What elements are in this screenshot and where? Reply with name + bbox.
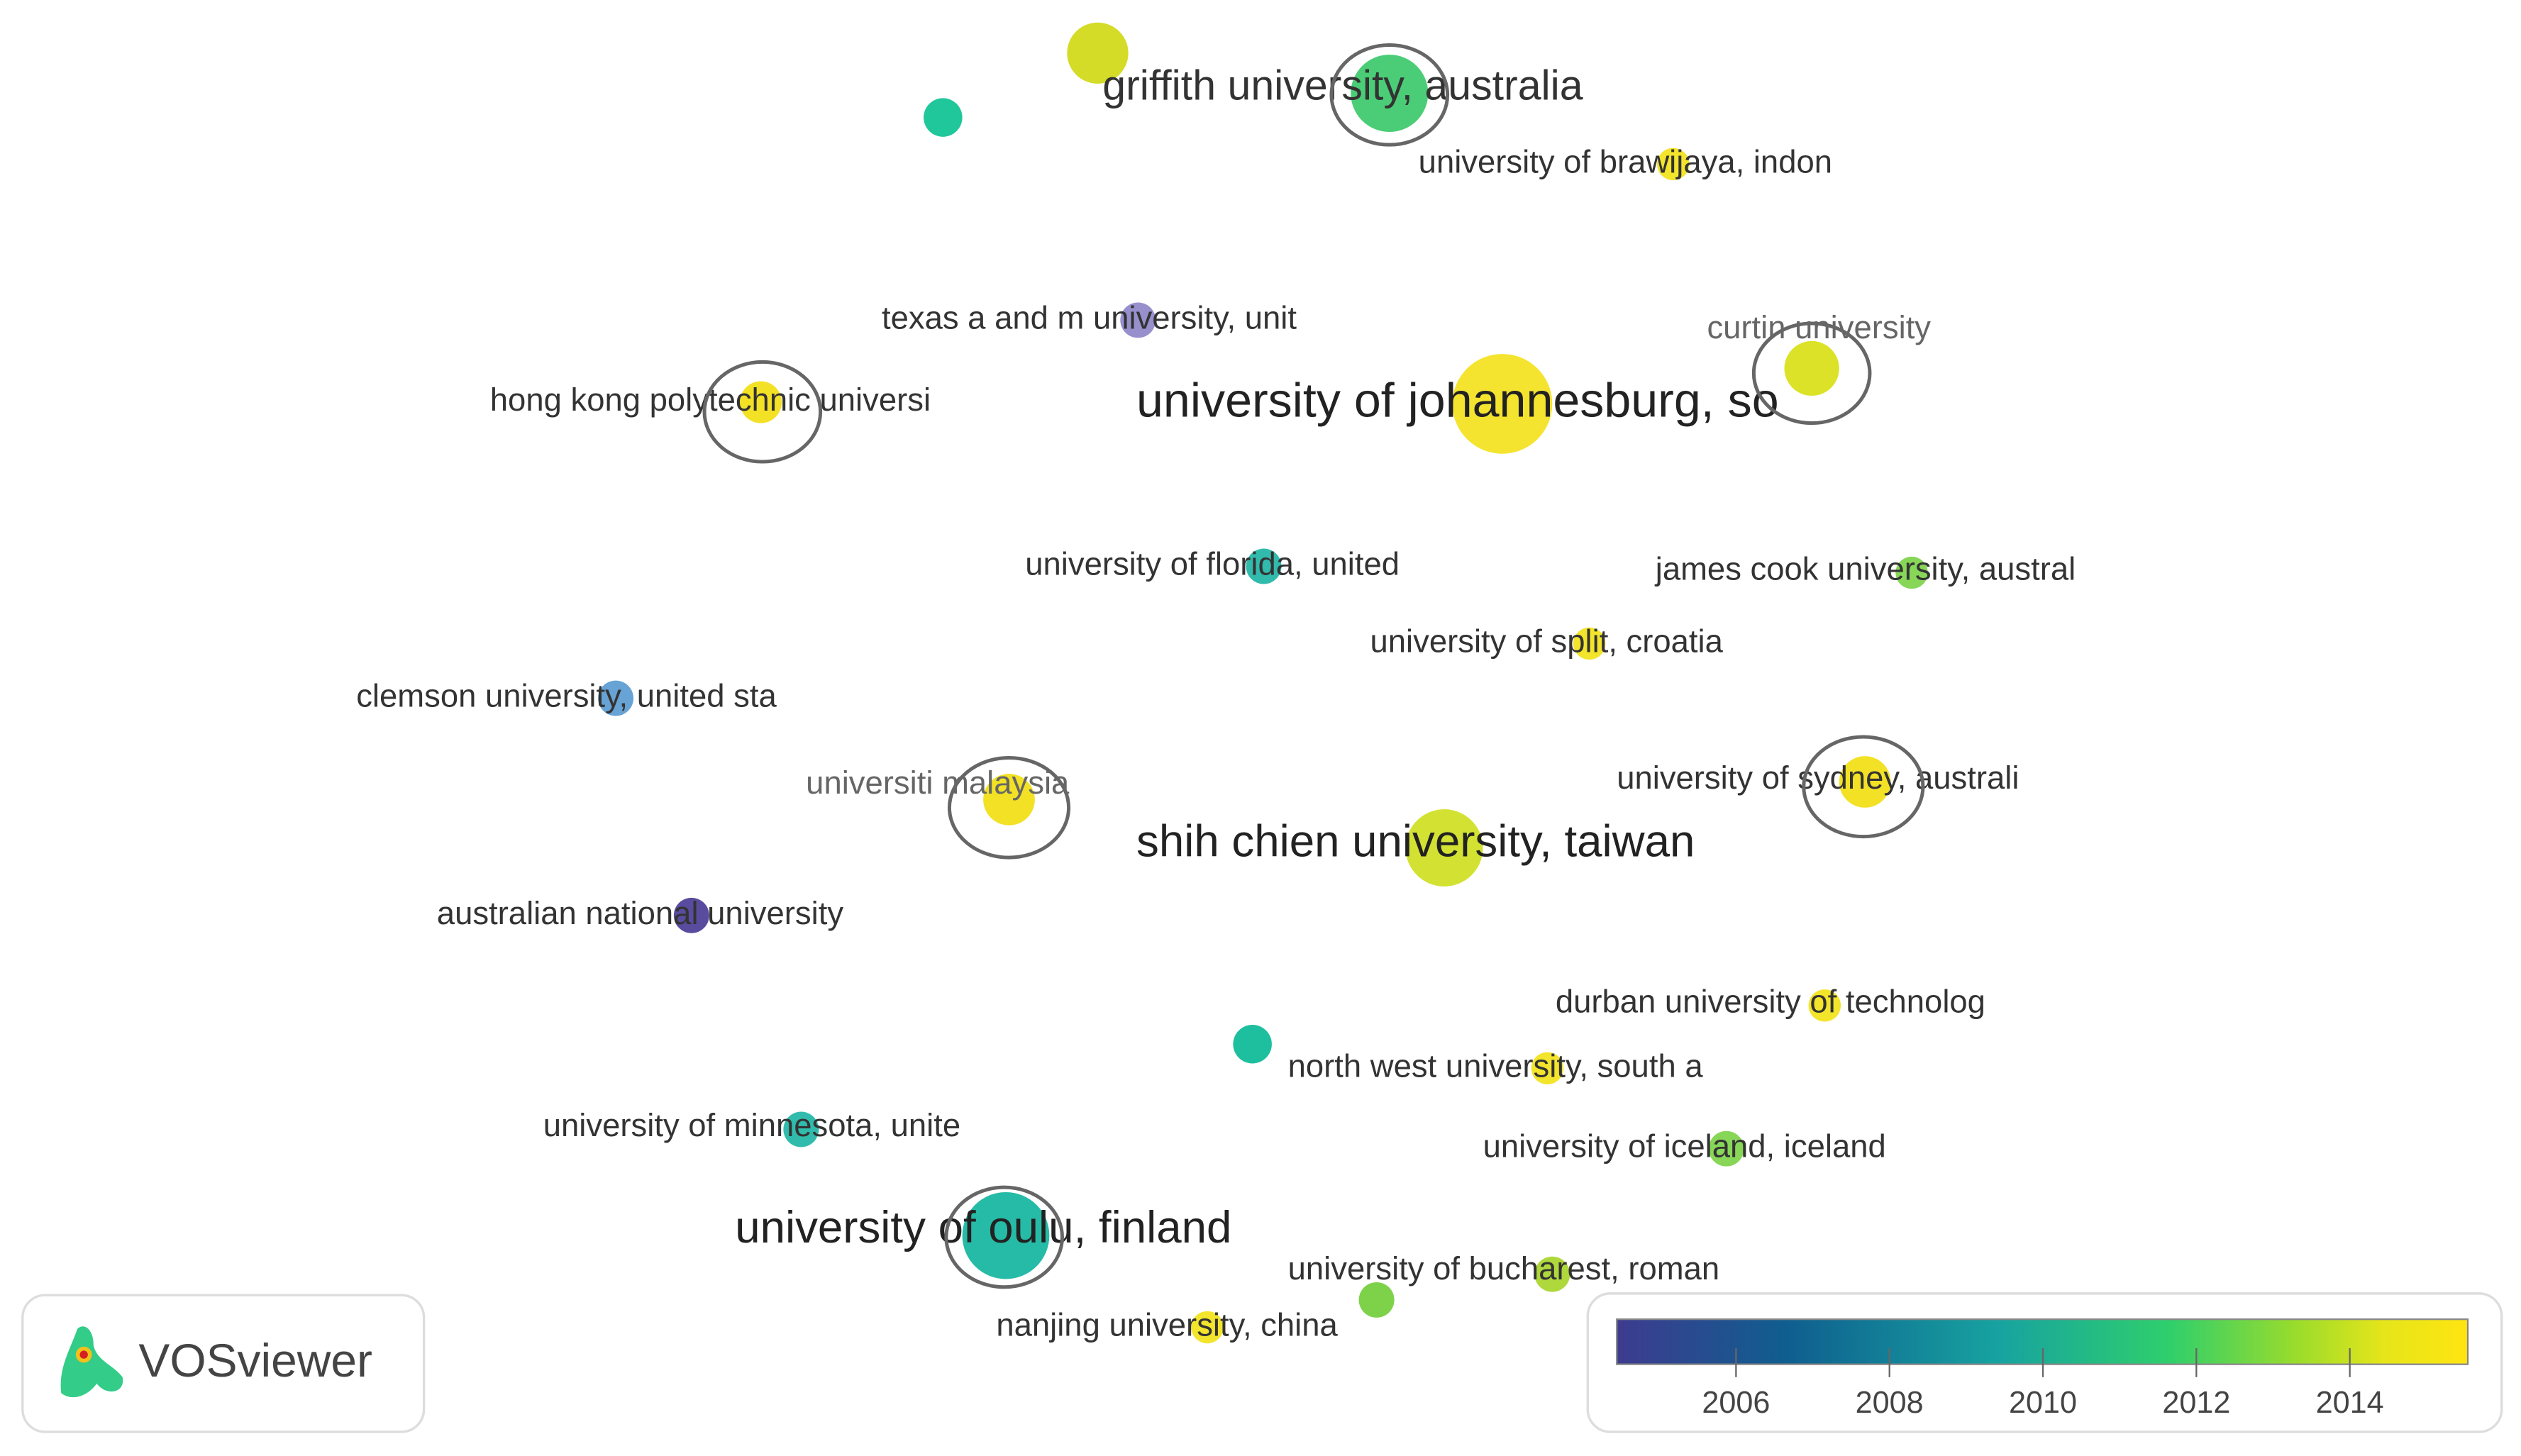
node[interactable] bbox=[1452, 354, 1553, 454]
logo-text: VOSviewer bbox=[138, 1334, 372, 1386]
nodes bbox=[598, 55, 1928, 1344]
node[interactable] bbox=[1191, 1311, 1224, 1344]
node-label: texas a and m university, unit bbox=[882, 299, 1297, 335]
unlabeled-nodes bbox=[924, 22, 1395, 1318]
node[interactable] bbox=[1895, 556, 1928, 589]
highlight-ring bbox=[702, 360, 823, 464]
node[interactable] bbox=[1351, 55, 1429, 133]
node-label: university of johannesburg, so bbox=[1136, 373, 1779, 427]
node-label: curtin university bbox=[1707, 309, 1931, 345]
color-legend: 2006 2008 2010 2012 2014 bbox=[1586, 1292, 2503, 1433]
node-label: university of florida, united bbox=[1025, 546, 1400, 582]
node[interactable] bbox=[1534, 1256, 1570, 1292]
highlight-ring bbox=[1802, 735, 1925, 839]
node[interactable] bbox=[1708, 1130, 1744, 1167]
node[interactable] bbox=[1233, 1025, 1272, 1064]
node[interactable] bbox=[1573, 627, 1606, 660]
node[interactable] bbox=[1808, 989, 1841, 1022]
node-label: durban university of technolog bbox=[1556, 984, 1985, 1020]
node[interactable] bbox=[598, 680, 634, 716]
logo-frame bbox=[21, 1294, 426, 1433]
legend-tick-label: 2010 bbox=[2009, 1386, 2077, 1420]
node-label: clemson university, united sta bbox=[356, 678, 777, 714]
node[interactable] bbox=[1657, 148, 1690, 181]
legend-tick-label: 2008 bbox=[1856, 1386, 1924, 1420]
logo-box: VOSviewer bbox=[21, 1294, 426, 1433]
logo-icon bbox=[79, 1350, 88, 1359]
node[interactable] bbox=[1784, 340, 1839, 396]
node-label: university of sydney, australi bbox=[1617, 760, 2019, 796]
highlight-rings bbox=[702, 43, 1925, 1289]
highlight-ring bbox=[947, 755, 1071, 860]
node-label: australian national university bbox=[437, 895, 844, 931]
node-label: james cook university, austral bbox=[1654, 550, 2076, 587]
node-label: university of split, croatia bbox=[1370, 623, 1724, 659]
node-label: university of oulu, finland bbox=[735, 1202, 1231, 1252]
node[interactable] bbox=[1067, 22, 1129, 84]
node-label: university of minnesota, unite bbox=[543, 1107, 960, 1143]
legend-tick-label: 2014 bbox=[2316, 1386, 2384, 1420]
highlight-ring bbox=[944, 1185, 1064, 1289]
node-label: university of iceland, iceland bbox=[1483, 1128, 1886, 1165]
node[interactable] bbox=[783, 1111, 819, 1147]
node-label: shih chien university, taiwan bbox=[1136, 816, 1695, 867]
node[interactable] bbox=[962, 1191, 1050, 1279]
node[interactable] bbox=[1358, 1282, 1395, 1318]
node-label: nanjing university, china bbox=[996, 1307, 1338, 1343]
node[interactable] bbox=[673, 897, 709, 933]
node[interactable] bbox=[1839, 756, 1891, 808]
node[interactable] bbox=[924, 98, 963, 137]
node-label: university of bucharest, roman bbox=[1288, 1250, 1720, 1286]
node[interactable] bbox=[1120, 302, 1156, 338]
logo-icon bbox=[60, 1326, 123, 1398]
node-label: university of brawijaya, indon bbox=[1419, 143, 1832, 179]
highlight-ring bbox=[1751, 321, 1872, 426]
node[interactable] bbox=[1405, 809, 1483, 887]
node[interactable] bbox=[1246, 548, 1282, 584]
node[interactable] bbox=[983, 774, 1035, 826]
node[interactable] bbox=[740, 381, 782, 423]
node-label: griffith university, australia bbox=[1102, 62, 1583, 109]
node-label: universiti malaysia bbox=[806, 765, 1070, 801]
labels: griffith university, australia university… bbox=[356, 62, 2076, 1343]
legend-tick-label: 2012 bbox=[2162, 1386, 2230, 1420]
legend-ticks: 2006 2008 2010 2012 2014 bbox=[1702, 1348, 2384, 1420]
node-label: north west university, south a bbox=[1288, 1047, 1704, 1084]
highlight-ring bbox=[1329, 43, 1450, 147]
node[interactable] bbox=[1531, 1052, 1564, 1084]
legend-tick-label: 2006 bbox=[1702, 1386, 1770, 1420]
